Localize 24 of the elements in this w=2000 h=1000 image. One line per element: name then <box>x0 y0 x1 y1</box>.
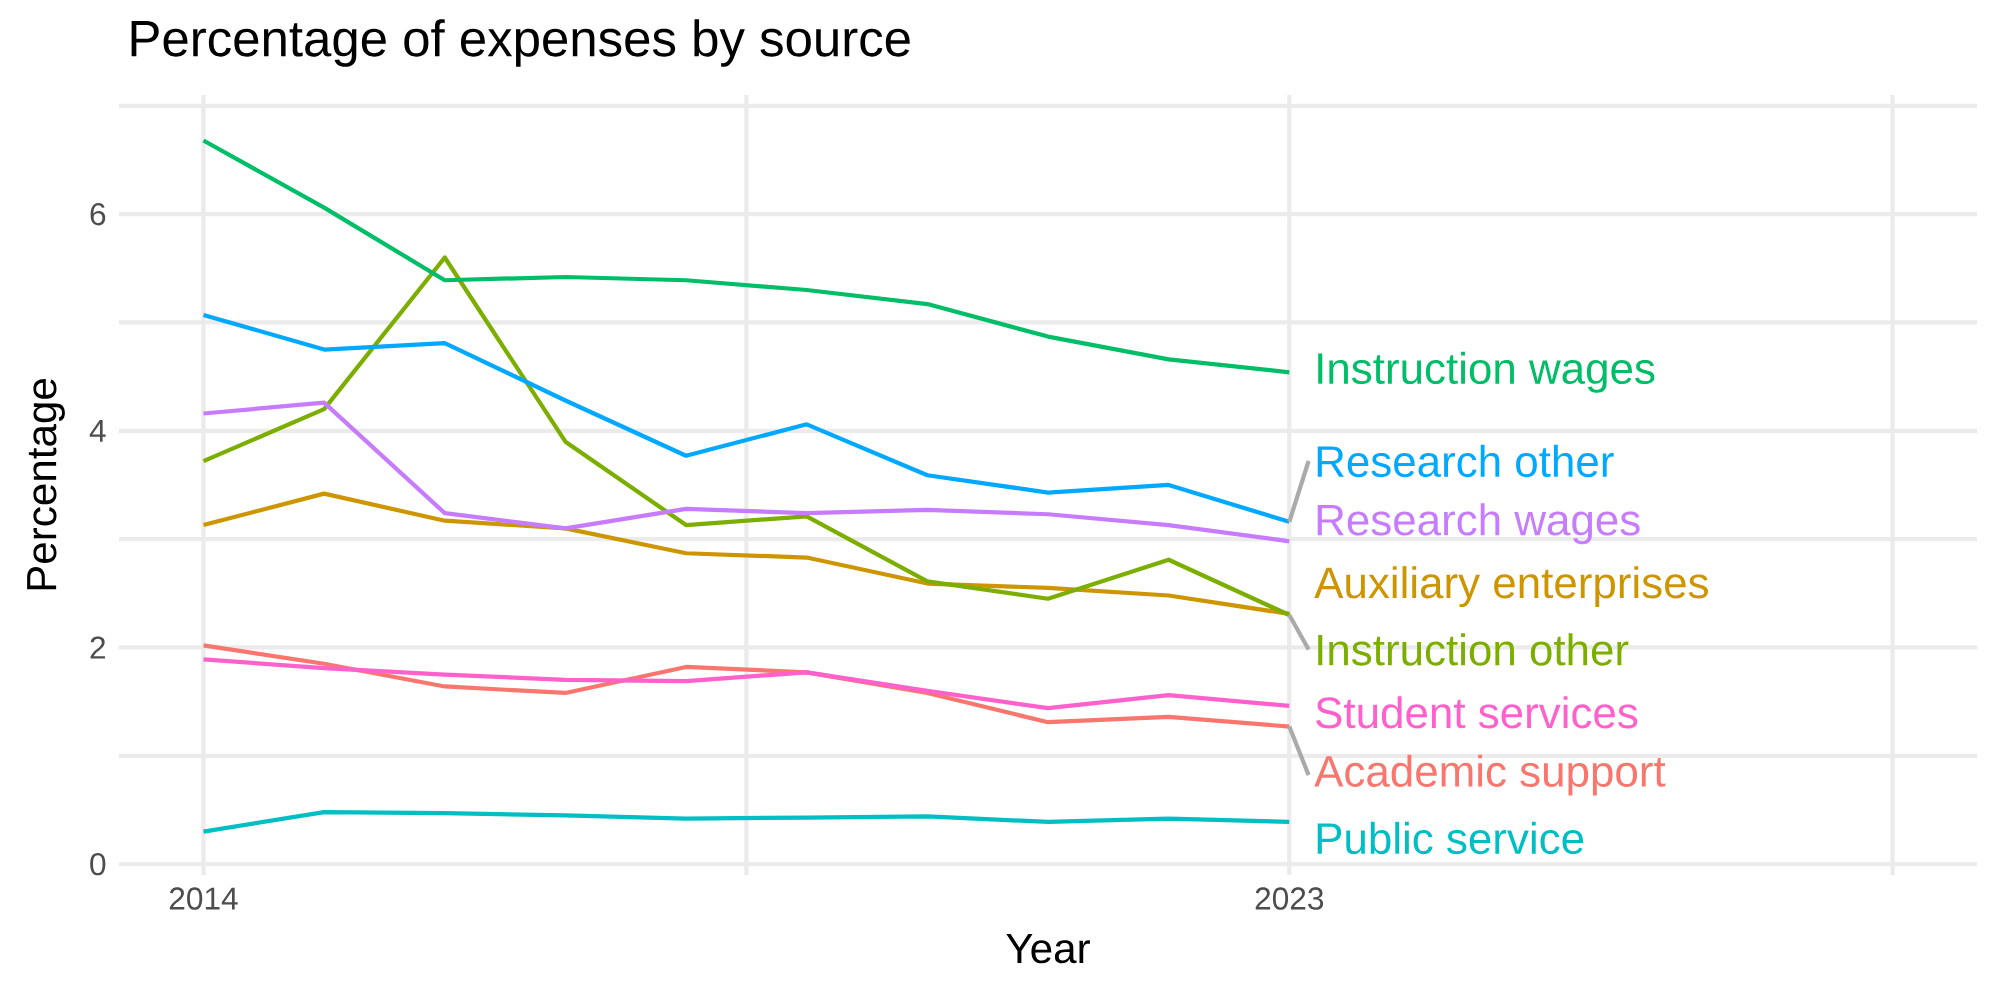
series-label: Public service <box>1317 821 1584 855</box>
line-series <box>201 138 1292 375</box>
series-label: Auxiliary enterprises <box>1314 566 1708 608</box>
x-tick-label: 2023 <box>1255 887 1324 910</box>
line-series <box>201 255 1292 618</box>
series-label: Research wages <box>1317 503 1640 545</box>
x-tick-label: 2014 <box>169 887 238 910</box>
chart-title: Percentage of expenses by source <box>131 19 910 67</box>
y-tick-label: 6 <box>90 202 106 226</box>
series-label: Academic support <box>1314 754 1666 796</box>
x-axis-title: Year <box>1006 933 1090 964</box>
line-series <box>201 810 1292 834</box>
y-axis-title: Percentage <box>27 379 65 590</box>
line-series <box>201 657 1292 711</box>
line-series <box>201 491 1292 617</box>
series-label: Student services <box>1316 696 1638 729</box>
series-label: Research other <box>1317 444 1614 478</box>
series-label: Instruction other <box>1318 633 1629 666</box>
series-label: Instruction wages <box>1318 351 1655 393</box>
line-series <box>201 400 1292 544</box>
y-tick-label: 2 <box>90 636 105 659</box>
y-tick-label: 4 <box>89 419 106 442</box>
y-tick-label: 0 <box>90 852 106 876</box>
line-series <box>201 312 1292 524</box>
